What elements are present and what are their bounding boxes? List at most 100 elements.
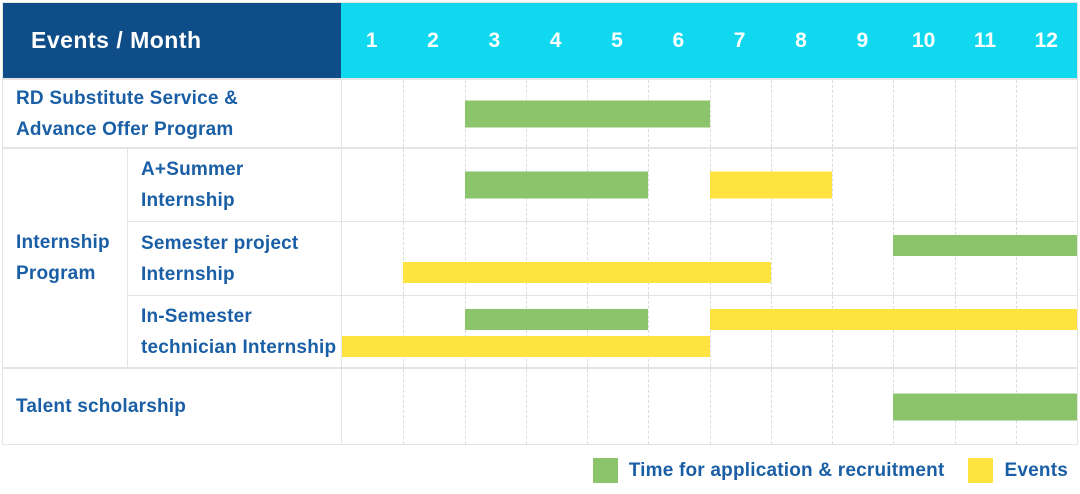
talent-scholarship-chart-cell	[341, 369, 1077, 444]
green-swatch-icon	[592, 458, 618, 483]
row-label-line: RD Substitute Service &	[16, 87, 239, 109]
month-header: 1 2 3 4 5 6 7 8 9 10 11 12	[341, 3, 1077, 78]
month-gridline	[1015, 80, 1017, 147]
month-gridline	[954, 80, 956, 147]
a-plus-summer-label: A+Summer Internship	[127, 149, 341, 221]
talent-scholarship-label: Talent scholarship	[3, 369, 341, 444]
a-plus-summer-yellow-bar	[709, 171, 832, 199]
month-gridline	[832, 296, 833, 367]
row-label-line: A+Summer	[141, 159, 244, 180]
month-gridline	[954, 222, 956, 295]
month-gridline	[1015, 149, 1017, 221]
row-label-line: Talent scholarship	[16, 396, 187, 417]
internship-program-sub-rows: A+Summer Internship Semester project Intern…	[127, 149, 1077, 367]
row-label-line: Semester project	[141, 232, 299, 254]
month-gridline	[770, 296, 772, 367]
row-label-line: Program	[16, 263, 96, 284]
row-label-line: Internship	[141, 190, 235, 211]
month-gridline	[525, 222, 527, 295]
month-gridline	[832, 369, 833, 444]
a-plus-summer-green-bar	[464, 171, 649, 199]
month-label-8: 8	[795, 28, 807, 52]
semester-project-chart-cell	[341, 222, 1077, 295]
month-gridline	[587, 222, 588, 295]
talent-scholarship-green-bar	[893, 393, 1077, 420]
in-semester-technician-label: In-Semester technician Internship	[127, 296, 341, 367]
month-gridline	[464, 369, 466, 444]
month-label-5: 5	[611, 28, 623, 52]
month-gridline	[587, 296, 588, 367]
month-gridline	[893, 80, 895, 147]
month-gridline	[832, 80, 833, 147]
month-gridline	[893, 296, 895, 367]
month-gridline	[832, 222, 833, 295]
rd-substitute-label: RD Substitute Service & Advance Offer Pro…	[3, 80, 341, 147]
month-gridline	[403, 80, 405, 147]
rd-substitute-chart-cell	[341, 80, 1077, 147]
in-semester-technician-yellow-bar	[342, 336, 710, 357]
semester-project-green-bar	[893, 235, 1077, 256]
in-semester-technician-chart-cell	[341, 296, 1077, 367]
month-gridline	[1015, 296, 1017, 367]
month-gridline	[648, 296, 650, 367]
in-semester-technician-green-bar	[464, 309, 649, 330]
month-label-10: 10	[911, 28, 936, 52]
month-gridline	[587, 369, 588, 444]
month-label-4: 4	[549, 28, 562, 52]
month-gridline	[525, 296, 527, 367]
table-body: RD Substitute Service & Advance Offer Pro…	[3, 78, 1077, 444]
month-gridline	[893, 222, 895, 295]
in-semester-technician-yellow-bar	[709, 309, 1077, 330]
table-group-internship-program: Internship Program A+Summer Internship Semes…	[3, 147, 1077, 367]
row-label-line: Internship	[141, 263, 235, 285]
month-gridline	[464, 222, 466, 295]
month-gridline	[893, 149, 895, 221]
month-gridline	[832, 149, 833, 221]
month-gridline	[648, 369, 650, 444]
month-label-9: 9	[856, 28, 869, 52]
table-row-in-semester-technician: In-Semester technician Internship	[127, 295, 1077, 367]
legend-label-events: Events	[1004, 459, 1068, 481]
legend: Time for application & recruitment Event…	[592, 458, 1068, 483]
table-row-a-plus-summer: A+Summer Internship	[127, 149, 1077, 221]
row-label-line: In-Semester	[141, 305, 252, 327]
month-gridline	[648, 149, 650, 221]
month-gridline	[403, 222, 405, 295]
month-gridline	[770, 369, 772, 444]
month-gridline	[525, 369, 527, 444]
month-label-3: 3	[488, 28, 501, 52]
month-gridline	[709, 369, 711, 444]
month-label-2: 2	[427, 28, 439, 52]
month-gridline	[403, 296, 405, 367]
row-label-line: technician Internship	[141, 336, 337, 358]
month-gridline	[954, 296, 956, 367]
month-gridline	[770, 80, 772, 147]
table-row-rd-substitute: RD Substitute Service & Advance Offer Pro…	[3, 78, 1077, 147]
row-label-line: Internship	[16, 232, 110, 253]
month-label-1: 1	[365, 28, 378, 52]
month-gridline	[709, 222, 711, 295]
month-gridline	[1015, 222, 1017, 295]
month-gridline	[770, 222, 772, 295]
row-label-line: Advance Offer Program	[16, 118, 234, 140]
month-label-6: 6	[672, 28, 685, 52]
yellow-swatch-icon	[968, 458, 994, 483]
a-plus-summer-chart-cell	[341, 149, 1077, 221]
month-label-12: 12	[1034, 28, 1058, 52]
gantt-table: Events / Month 1 2 3 4 5 6 7 8 9 10 11 12 RD Substi…	[2, 2, 1078, 445]
header-row: Events / Month 1 2 3 4 5 6 7 8 9 10 11 12	[3, 3, 1077, 78]
legend-label-application: Time for application & recruitment	[628, 459, 945, 481]
month-gridline	[464, 296, 466, 367]
month-gridline	[954, 149, 956, 221]
legend-item-application: Time for application & recruitment	[592, 458, 945, 483]
header-title: Events / Month	[3, 3, 341, 78]
month-label-7: 7	[733, 28, 746, 52]
rd-substitute-green-bar	[464, 100, 710, 127]
month-gridline	[648, 222, 650, 295]
month-gridline	[403, 149, 405, 221]
table-row-semester-project: Semester project Internship	[127, 221, 1077, 295]
month-gridline	[709, 296, 711, 367]
semester-project-label: Semester project Internship	[127, 222, 341, 295]
month-label-11: 11	[973, 28, 997, 52]
